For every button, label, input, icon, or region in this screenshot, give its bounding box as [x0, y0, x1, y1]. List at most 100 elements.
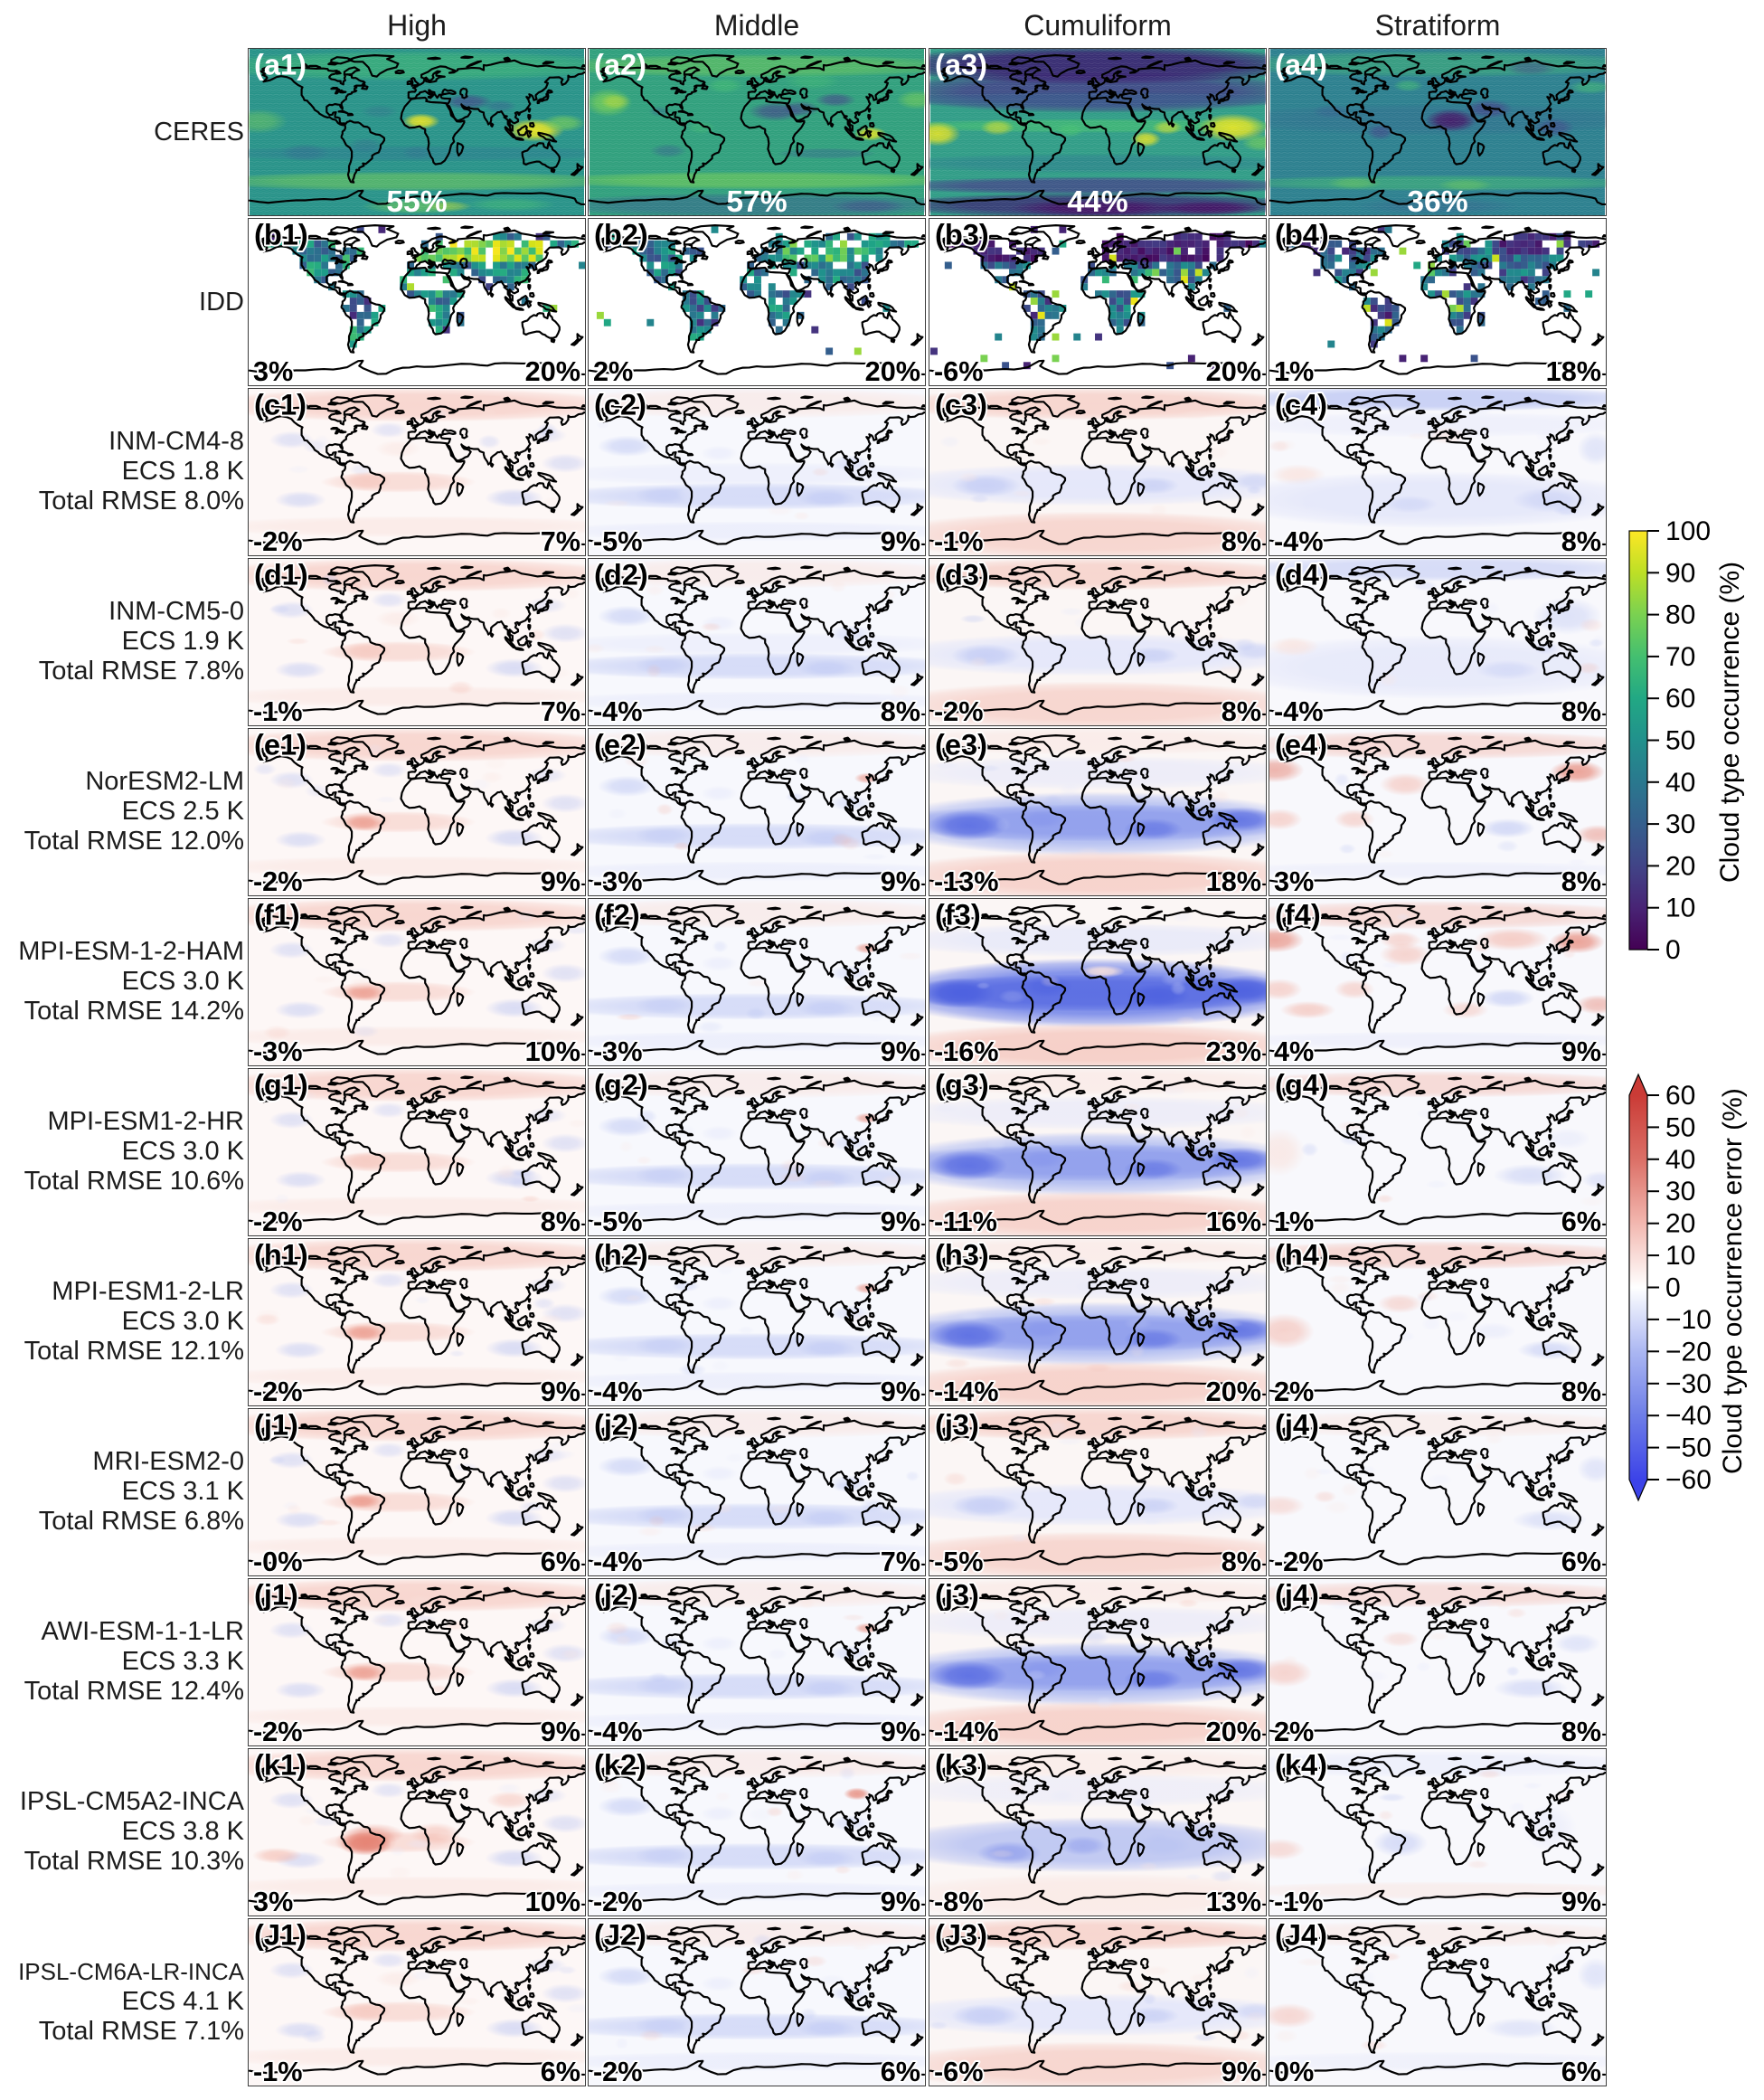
svg-text:(g1): (g1) — [254, 1068, 308, 1102]
svg-text:(e1): (e1) — [254, 728, 307, 761]
svg-text:9%: 9% — [881, 526, 920, 556]
svg-text:-2%: -2% — [593, 2057, 643, 2086]
svg-text:-5%: -5% — [593, 526, 643, 556]
svg-text:3%: 3% — [1274, 866, 1314, 896]
svg-text:60: 60 — [1665, 1081, 1695, 1111]
svg-text:(c3): (c3) — [935, 388, 987, 421]
svg-text:36%: 36% — [1407, 185, 1467, 216]
svg-text:8%: 8% — [1222, 1547, 1261, 1576]
svg-text:9%: 9% — [541, 866, 580, 896]
svg-text:40: 40 — [1665, 768, 1695, 798]
svg-text:44%: 44% — [1067, 185, 1127, 216]
svg-text:(a1): (a1) — [254, 48, 307, 81]
svg-text:3%: 3% — [253, 1887, 293, 1916]
svg-text:-4%: -4% — [593, 1717, 643, 1746]
svg-text:−40: −40 — [1665, 1401, 1712, 1431]
svg-text:8%: 8% — [1561, 1376, 1601, 1406]
svg-text:7%: 7% — [541, 696, 580, 726]
svg-text:9%: 9% — [541, 1717, 580, 1746]
svg-text:(h2): (h2) — [594, 1238, 648, 1272]
svg-text:(j4): (j4) — [1275, 1578, 1319, 1612]
svg-text:-1%: -1% — [253, 2057, 303, 2086]
svg-text:(b2): (b2) — [594, 218, 648, 251]
svg-text:8%: 8% — [1561, 1717, 1601, 1746]
svg-text:-4%: -4% — [593, 1376, 643, 1406]
svg-text:(e3): (e3) — [935, 728, 987, 761]
svg-text:10: 10 — [1665, 1241, 1695, 1271]
svg-text:-2%: -2% — [593, 1887, 643, 1916]
svg-text:-4%: -4% — [593, 696, 643, 726]
svg-text:8%: 8% — [541, 1206, 580, 1236]
svg-text:(J3): (J3) — [935, 1918, 987, 1952]
svg-text:−10: −10 — [1665, 1305, 1712, 1335]
svg-text:0: 0 — [1665, 1273, 1681, 1303]
svg-text:(d3): (d3) — [935, 558, 989, 591]
svg-text:(j3): (j3) — [935, 1408, 979, 1442]
svg-text:-1%: -1% — [934, 526, 984, 556]
svg-text:70: 70 — [1665, 642, 1695, 672]
svg-text:20%: 20% — [1206, 1717, 1261, 1746]
svg-text:(e2): (e2) — [594, 728, 646, 761]
svg-text:(b1): (b1) — [254, 218, 308, 251]
svg-text:(a3): (a3) — [935, 48, 987, 81]
svg-text:(f2): (f2) — [594, 898, 640, 932]
svg-text:(k2): (k2) — [594, 1748, 646, 1782]
svg-text:-3%: -3% — [593, 866, 643, 896]
svg-text:-2%: -2% — [1274, 1547, 1324, 1576]
svg-text:-3%: -3% — [593, 1036, 643, 1066]
svg-text:-13%: -13% — [934, 866, 999, 896]
svg-text:10%: 10% — [525, 1887, 580, 1916]
svg-text:-0%: -0% — [253, 1547, 303, 1576]
svg-text:-5%: -5% — [934, 1547, 984, 1576]
svg-text:9%: 9% — [1222, 2057, 1261, 2086]
svg-text:(J4): (J4) — [1275, 1918, 1327, 1952]
svg-text:6%: 6% — [1561, 1547, 1601, 1576]
svg-text:9%: 9% — [881, 1717, 920, 1746]
svg-text:-2%: -2% — [253, 526, 303, 556]
svg-text:-4%: -4% — [593, 1547, 643, 1576]
svg-text:-2%: -2% — [253, 1206, 303, 1236]
svg-text:20%: 20% — [865, 356, 920, 386]
svg-text:80: 80 — [1665, 601, 1695, 630]
svg-text:-1%: -1% — [1274, 1887, 1324, 1916]
svg-text:(b4): (b4) — [1275, 218, 1329, 251]
svg-text:-6%: -6% — [934, 356, 984, 386]
svg-text:7%: 7% — [541, 526, 580, 556]
svg-text:−20: −20 — [1665, 1337, 1712, 1367]
svg-text:(k1): (k1) — [254, 1748, 307, 1782]
svg-text:3%: 3% — [253, 356, 293, 386]
svg-text:8%: 8% — [1561, 696, 1601, 726]
svg-text:(g2): (g2) — [594, 1068, 648, 1102]
svg-text:-5%: -5% — [593, 1206, 643, 1236]
svg-text:-2%: -2% — [253, 1717, 303, 1746]
svg-text:(h4): (h4) — [1275, 1238, 1329, 1272]
svg-text:9%: 9% — [881, 866, 920, 896]
svg-text:(f1): (f1) — [254, 898, 300, 932]
svg-text:1%: 1% — [1274, 356, 1314, 386]
svg-text:4%: 4% — [1274, 1036, 1314, 1066]
svg-text:(g3): (g3) — [935, 1068, 989, 1102]
svg-text:(J1): (J1) — [254, 1918, 307, 1952]
svg-text:6%: 6% — [1561, 1206, 1601, 1236]
svg-text:-3%: -3% — [253, 1036, 303, 1066]
svg-text:10: 10 — [1665, 894, 1695, 923]
svg-text:9%: 9% — [881, 1376, 920, 1406]
svg-text:-14%: -14% — [934, 1717, 999, 1746]
svg-text:40: 40 — [1665, 1145, 1695, 1175]
svg-text:9%: 9% — [1561, 1887, 1601, 1916]
svg-text:9%: 9% — [881, 1887, 920, 1916]
svg-text:(a4): (a4) — [1275, 48, 1327, 81]
svg-text:-11%: -11% — [934, 1206, 997, 1236]
svg-text:2%: 2% — [593, 356, 633, 386]
svg-text:(j3): (j3) — [935, 1578, 979, 1612]
svg-text:−50: −50 — [1665, 1433, 1712, 1463]
svg-text:(J2): (J2) — [594, 1918, 646, 1952]
svg-text:0%: 0% — [1274, 2057, 1314, 2086]
svg-text:(j2): (j2) — [594, 1578, 638, 1612]
svg-text:13%: 13% — [1206, 1887, 1261, 1916]
svg-text:-6%: -6% — [934, 2057, 984, 2086]
svg-text:(g4): (g4) — [1275, 1068, 1329, 1102]
svg-text:(e4): (e4) — [1275, 728, 1327, 761]
svg-text:20: 20 — [1665, 851, 1695, 881]
svg-text:8%: 8% — [1561, 526, 1601, 556]
